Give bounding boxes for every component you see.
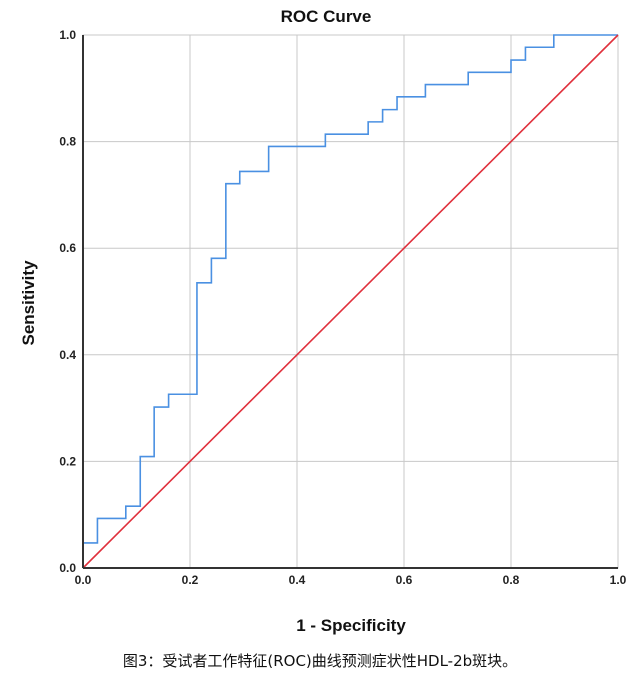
reference-diagonal-line — [82, 34, 619, 569]
roc-chart: ROC Curve 1 - Specificity Sensitivity 0.… — [19, 7, 627, 635]
tick-layer: 0.0 0.2 0.4 0.6 0.8 1.0 0.0 0.2 0.4 0.6 0.8 1.0 — [59, 28, 626, 587]
figure-caption: 图3：受试者工作特征(ROC)曲线预测症状性HDL-2b斑块。 — [122, 652, 518, 670]
x-tick-label: 0.0 — [75, 573, 92, 587]
y-tick-label: 0.6 — [59, 241, 76, 255]
axes-layer — [82, 35, 618, 569]
x-tick-label: 1.0 — [610, 573, 627, 587]
roc-curve-line — [82, 34, 618, 568]
series-layer — [82, 34, 619, 569]
y-tick-label: 0.4 — [59, 348, 76, 362]
y-axis-label: Sensitivity — [19, 260, 38, 346]
x-tick-label: 0.6 — [396, 573, 413, 587]
x-tick-label: 0.4 — [289, 573, 306, 587]
x-tick-label: 0.8 — [503, 573, 520, 587]
x-tick-label: 0.2 — [182, 573, 199, 587]
chart-title: ROC Curve — [281, 7, 372, 26]
y-tick-label: 0.0 — [59, 561, 76, 575]
x-axis-label: 1 - Specificity — [296, 616, 406, 635]
y-tick-label: 0.2 — [59, 454, 76, 468]
y-tick-label: 0.8 — [59, 135, 76, 149]
y-tick-label: 1.0 — [59, 28, 76, 42]
